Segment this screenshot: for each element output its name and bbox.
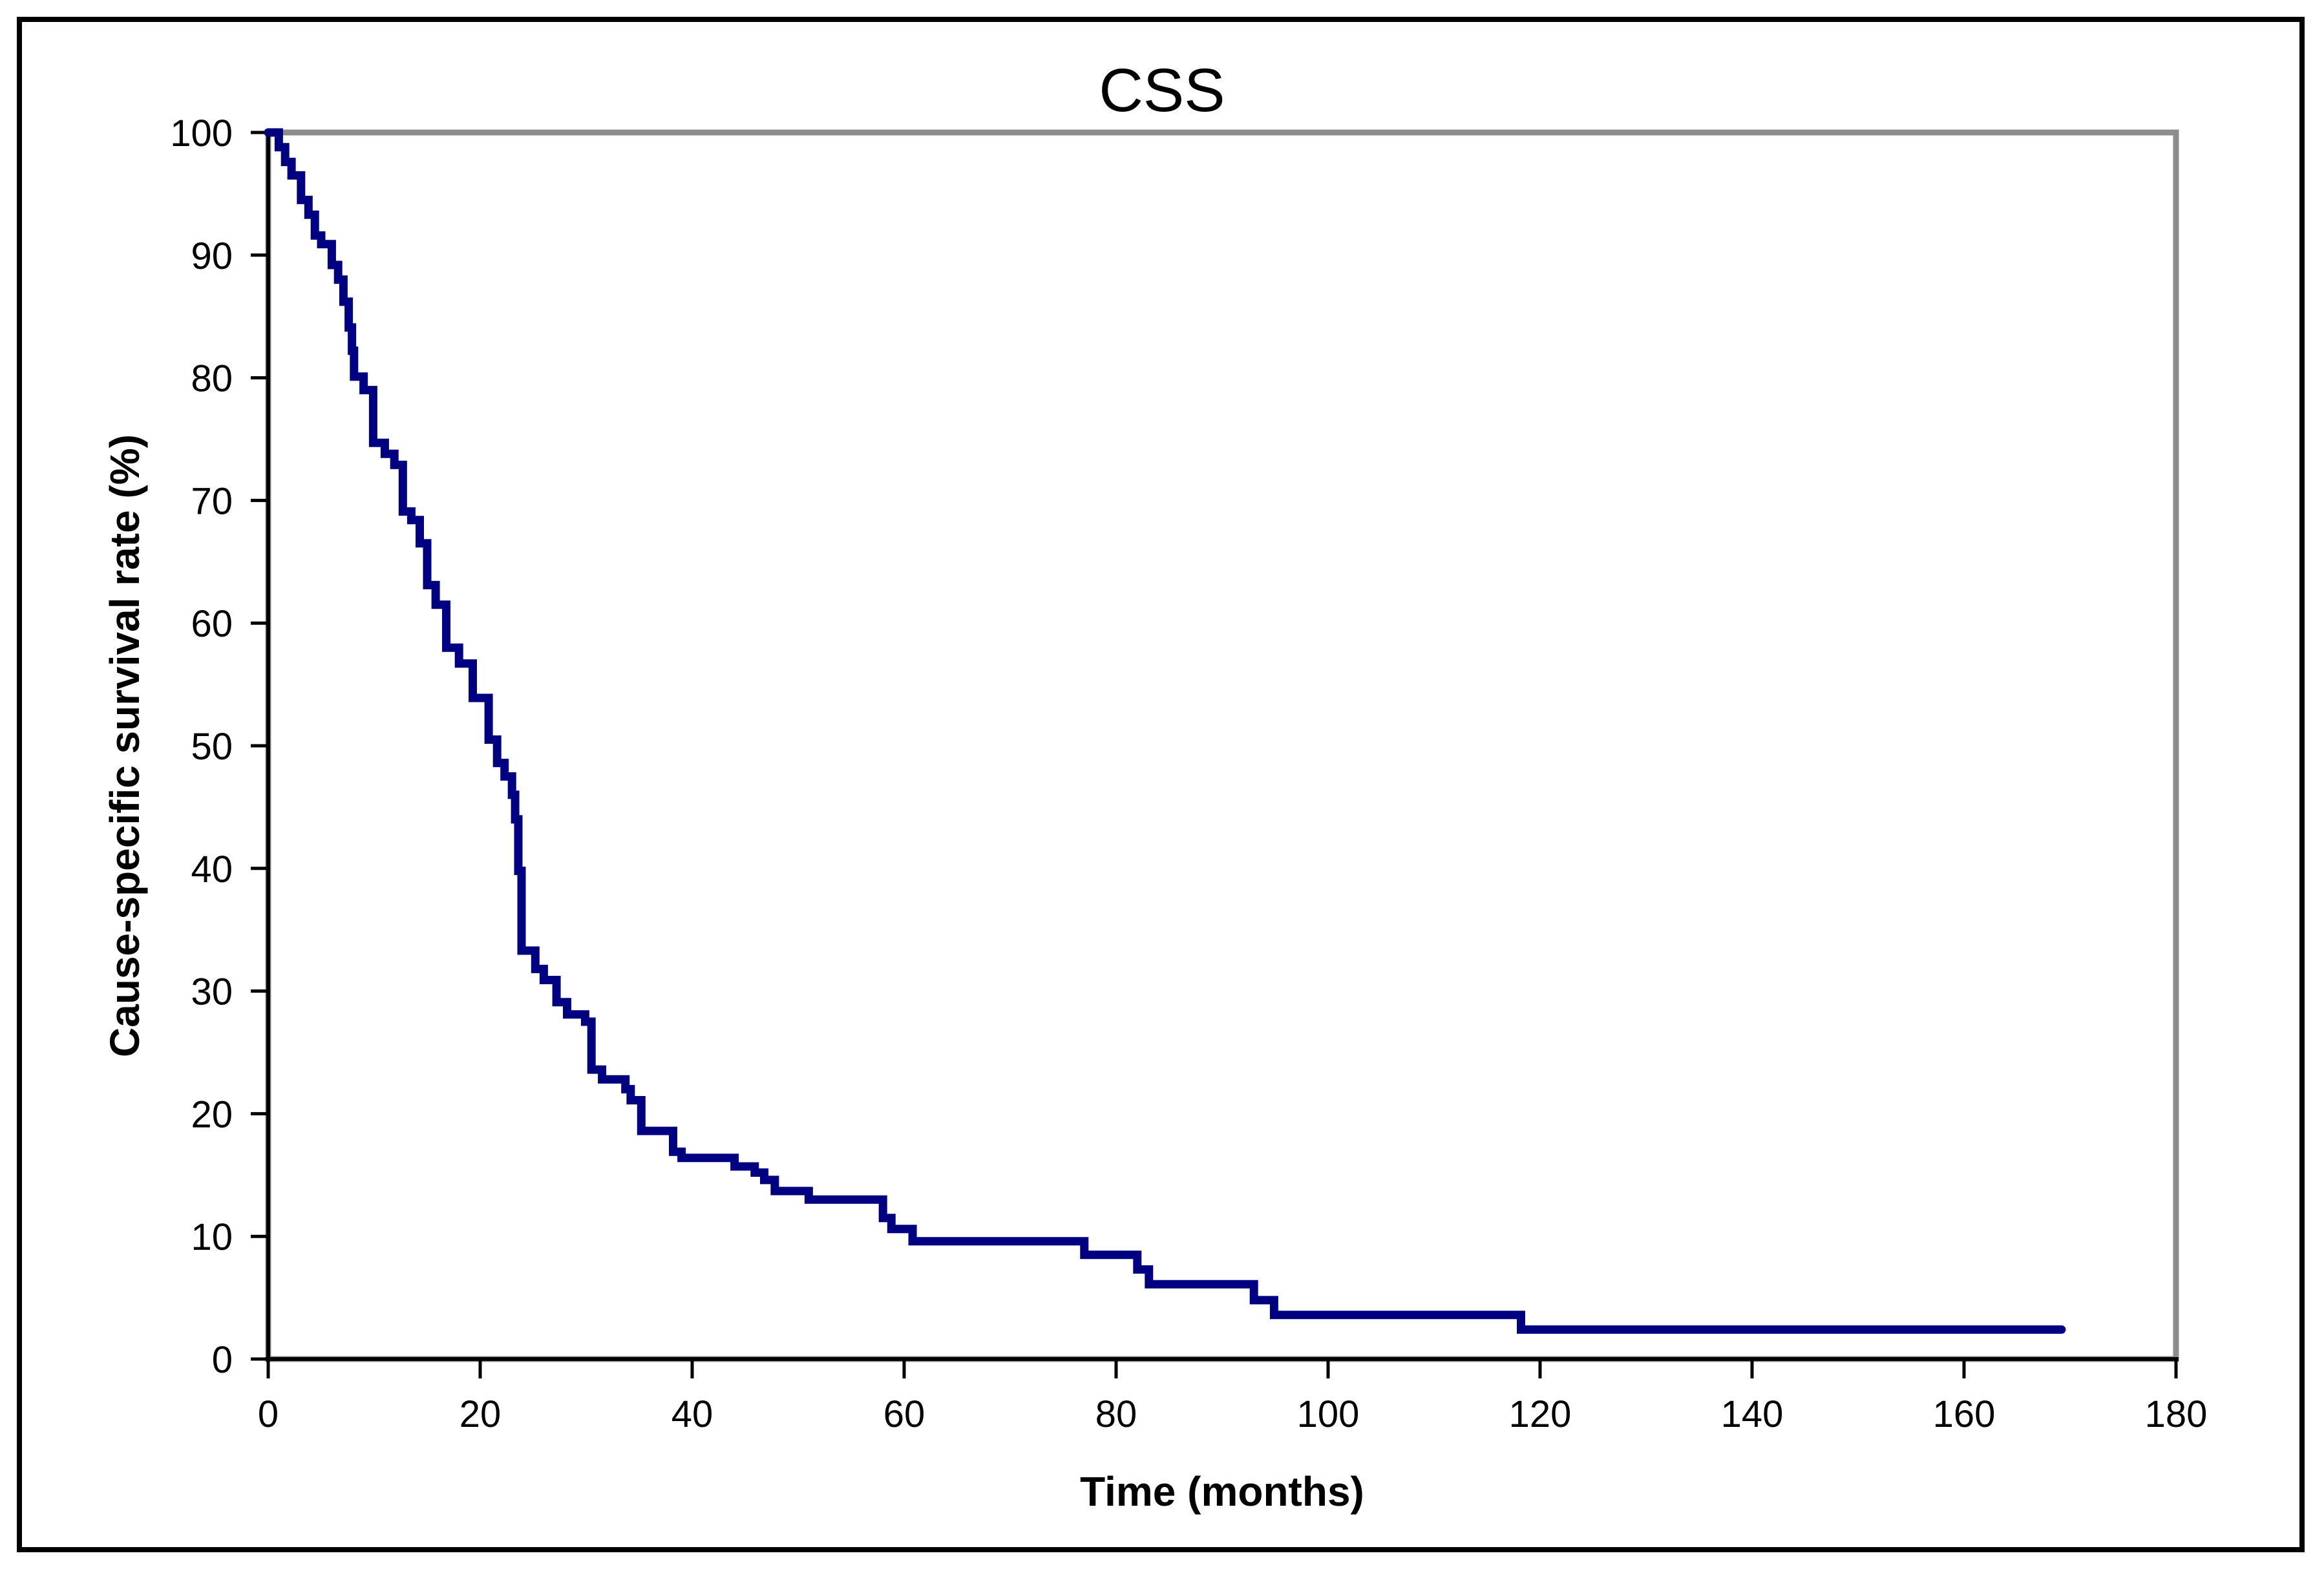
x-tick-label: 20 [460, 1393, 502, 1435]
y-axis-ticks: 0 10 20 30 40 50 60 70 80 90 100 [170, 112, 268, 1381]
y-tick-label: 0 [212, 1339, 233, 1381]
outer-border [17, 17, 2305, 1552]
plot-area-frame [265, 129, 2179, 1362]
x-tick-label: 0 [258, 1393, 279, 1435]
x-axis-title: Time (months) [1080, 1468, 1364, 1515]
y-tick-label: 70 [191, 480, 233, 522]
x-tick-label: 120 [1509, 1393, 1572, 1435]
y-tick-label: 80 [191, 358, 233, 400]
km-survival-curve [264, 128, 2066, 1334]
y-tick-label: 50 [191, 726, 233, 768]
y-tick-label: 60 [191, 603, 233, 645]
x-tick-label: 160 [1933, 1393, 1996, 1435]
x-axis-ticks: 0 20 40 60 80 100 120 140 160 180 [258, 1359, 2208, 1435]
y-tick-label: 100 [170, 112, 233, 154]
x-tick-label: 100 [1297, 1393, 1360, 1435]
x-tick-label: 40 [671, 1393, 713, 1435]
x-tick-label: 80 [1095, 1393, 1137, 1435]
x-tick-label: 60 [883, 1393, 925, 1435]
chart-title: CSS [1099, 56, 1225, 125]
y-axis-title: Cause-specific survival rate (%) [101, 434, 148, 1057]
y-tick-label: 10 [191, 1216, 233, 1258]
y-tick-label: 40 [191, 849, 233, 891]
x-tick-label: 180 [2145, 1393, 2208, 1435]
y-tick-label: 90 [191, 235, 233, 277]
x-tick-label: 140 [1721, 1393, 1784, 1435]
y-tick-label: 30 [191, 971, 233, 1013]
y-tick-label: 20 [191, 1093, 233, 1135]
